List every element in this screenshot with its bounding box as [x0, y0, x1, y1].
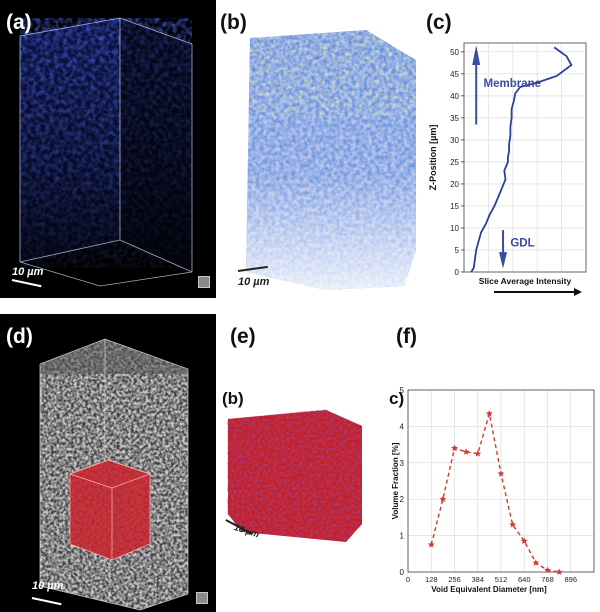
y-tick-label: 15: [450, 202, 459, 211]
panel-b-volume: [246, 30, 416, 290]
subvolume-cube: [69, 459, 152, 561]
x-axis-label: Void Equivalent Diameter [nm]: [431, 585, 547, 594]
y-tick-label: 35: [450, 114, 459, 123]
y-tick-label: 0: [455, 268, 460, 277]
data-point-star: [474, 450, 482, 457]
orientation-cube-icon: [196, 592, 208, 604]
panel-e: (e) (b) 10 µm: [216, 314, 388, 612]
panel-d-label: (d): [6, 325, 33, 348]
data-point-star: [462, 448, 470, 455]
data-point-star: [520, 537, 528, 544]
y-tick-label: 5: [400, 386, 405, 395]
y-tick-label: 25: [450, 158, 459, 167]
panel-b: (b) 10 µm: [216, 0, 416, 298]
data-point-star: [427, 541, 435, 548]
panel-a: (a) 10 µm: [0, 0, 216, 298]
panel-a-scale-text: 10 µm: [12, 266, 44, 278]
y-tick-label: 2: [400, 495, 405, 504]
panel-e-cube: [216, 314, 388, 612]
y-tick-label: 40: [450, 92, 459, 101]
panel-f-chart: 0 1 2 3 4 5 0 128 256 384 512 640 768 896 Volume Fract…: [391, 386, 595, 594]
panel-c: (c) 0 5 10 15 20 25 30 35 40 45 50 Z-Position [µm] S…: [416, 0, 600, 298]
y-tick-label: 45: [450, 70, 459, 79]
intensity-profile-line: [470, 46, 573, 273]
y-tick-label: 5: [455, 246, 460, 255]
x-tick-label: 512: [495, 575, 508, 584]
orientation-cube-icon: [198, 276, 210, 288]
data-point-star: [497, 470, 505, 477]
gdl-arrowhead: [499, 252, 508, 269]
y-tick-label: 4: [400, 422, 405, 431]
panel-f-label: (f): [396, 325, 417, 348]
y-tick-label: 1: [400, 532, 405, 541]
panel-b-label: (b): [220, 11, 247, 34]
plot-frame: [407, 389, 595, 573]
panel-d-scale-text: 10 µm: [32, 580, 64, 592]
plot-frame: [463, 42, 587, 273]
panel-c-label: (c): [426, 11, 452, 34]
panel-c-chart: 0 5 10 15 20 25 30 35 40 45 50 Z-Position [µm] Slice…: [428, 42, 587, 296]
panel-e-inner-label: (b): [222, 389, 244, 408]
data-point-star: [544, 566, 551, 574]
y-axis-label: Volume Fraction [%]: [391, 442, 400, 519]
panel-a-label: (a): [6, 11, 32, 34]
x-tick-label: 896: [564, 575, 577, 584]
data-point-star: [532, 559, 540, 566]
x-tick-label: 128: [425, 575, 438, 584]
membrane-arrowhead: [472, 45, 481, 66]
panel-e-label: (e): [230, 325, 256, 348]
data-point-star: [451, 444, 458, 452]
y-axis-label: Z-Position [µm]: [428, 125, 438, 191]
panel-d: (d) 10 µm: [0, 314, 216, 612]
data-point-star: [439, 495, 447, 503]
data-point-star: [509, 521, 516, 528]
x-tick-label: 640: [518, 575, 531, 584]
panel-f: (f) c) 0 1 2 3 4 5 0 128 256 384 512 640 768 896 Volum…: [388, 314, 600, 612]
panel-f-inner-label: c): [389, 389, 405, 408]
data-point-star: [555, 568, 563, 575]
membrane-label: Membrane: [484, 78, 542, 90]
gdl-label: GDL: [510, 237, 534, 249]
volume-fraction-line: [430, 413, 560, 573]
y-tick-label: 30: [450, 136, 459, 145]
y-tick-label: 50: [450, 48, 459, 57]
x-axis-arrowhead: [574, 288, 582, 296]
x-tick-label: 768: [541, 575, 554, 584]
panel-a-volume: [19, 17, 193, 287]
y-tick-label: 20: [450, 180, 459, 189]
y-tick-label: 3: [400, 459, 405, 468]
x-tick-label: 0: [406, 575, 410, 584]
y-tick-label: 0: [400, 568, 405, 577]
panel-b-scale-text: 10 µm: [238, 276, 270, 288]
data-point-star: [486, 410, 493, 417]
x-axis-label: Slice Average Intensity: [479, 276, 572, 286]
x-tick-label: 256: [448, 575, 461, 584]
y-tick-label: 10: [450, 224, 459, 233]
x-tick-label: 384: [471, 575, 484, 584]
panel-d-volume: [39, 338, 189, 611]
